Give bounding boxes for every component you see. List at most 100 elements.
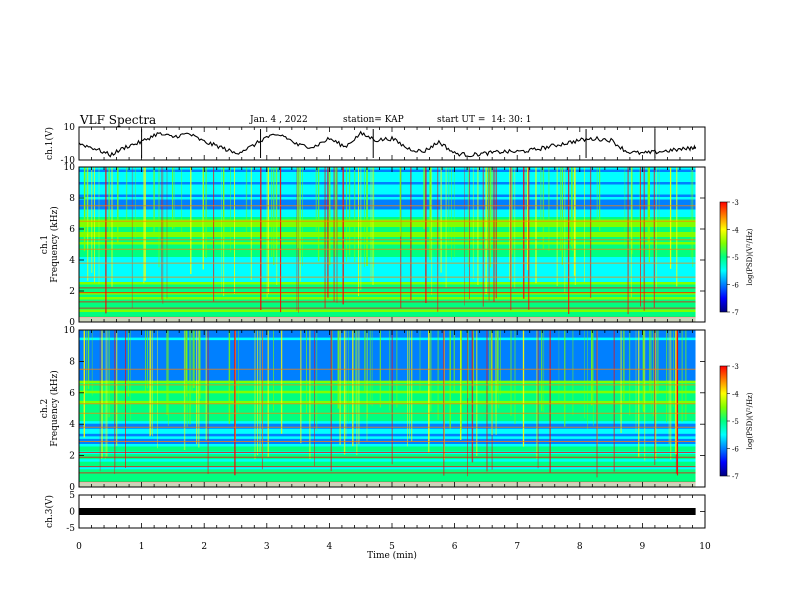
ch2-band [79,418,696,422]
ch2-band [79,421,696,425]
ch1-band [79,244,696,248]
ch1-band [79,247,696,250]
y-tick-label: 6 [69,389,75,399]
colorbar-tick-label: -4 [732,227,739,235]
y-tick-label: 0 [69,508,75,518]
colorbar-tick-label: -7 [732,309,739,317]
y-tick-label: 10 [64,326,76,336]
ch2-band [79,395,696,399]
colorbar-1 [719,201,728,313]
ch1-band [79,224,696,228]
ch2-band [79,330,696,333]
colorbar-2 [719,365,728,477]
x-axis-label: Time (min) [367,550,417,561]
ch2-band [79,340,696,344]
y-tick-label: 2 [69,287,75,297]
y-tick-label: 4 [69,420,75,430]
ch1-band [79,259,696,263]
ch1-band [79,207,696,210]
ch1-band [79,254,696,258]
y-tick-label: 4 [69,256,75,266]
ch2-spectrogram [79,330,706,488]
ch1-band [79,229,696,233]
ch1-band [79,187,696,190]
y-tick-label: 6 [69,225,75,235]
ch1-ylabel: ch.1(V) [44,127,55,160]
ch1-band [79,222,696,225]
ch2-band [79,479,696,483]
ch2-band [79,431,696,435]
x-tick-label: 10 [699,542,711,552]
ch1-band [79,174,696,178]
ch3-trace [79,508,696,515]
ch1-band [79,277,696,280]
ch1-band [79,294,696,298]
ch1-band [79,304,696,308]
ch2-band [79,352,696,356]
ch2-band [79,355,696,359]
ch1-band [79,287,696,290]
ch1-band [79,199,696,203]
ch1-band [79,172,696,175]
ch1-band [79,209,696,213]
ch2-band [79,466,696,470]
ch1-band [79,212,696,215]
ch1-band [79,184,696,188]
ch2-band [79,416,696,420]
ch2-band [79,446,696,450]
ch2-band [79,461,696,465]
ch1-band [79,274,696,278]
ch1-band [79,309,696,313]
ch2-band [79,332,696,336]
x-tick-label: 4 [327,542,333,552]
x-tick-label: 5 [389,542,395,552]
ch2-band [79,373,696,376]
colorbar-tick-label: -4 [732,391,739,399]
ch2-band [79,454,696,458]
ch2-blank [695,330,706,487]
colorbar-tick-label: -6 [732,446,739,454]
y-tick-label: 0 [69,483,75,493]
ch1-band [79,242,696,245]
ch1-band [79,192,696,195]
chart-title: VLF Spectra [80,113,157,127]
y-tick-label: 5 [69,491,75,501]
ch1-band [79,239,696,243]
ch1-band [79,289,696,293]
ch1-band [79,177,696,180]
ch1-band [79,302,696,305]
ch1-band [79,297,696,300]
x-tick-label: 0 [76,542,82,552]
x-tick-label: 9 [640,542,646,552]
colorbar-tick-label: -6 [732,282,739,290]
colorbar-label: log(PSD)(V²/Hz) [746,228,754,285]
ch2-band [79,345,696,349]
ch2-band [79,456,696,460]
ch1-band [79,257,696,260]
ch2-band [79,459,696,463]
y-tick-label: 0 [69,318,75,328]
x-tick-label: 1 [139,542,145,552]
y-tick-label: 2 [69,452,75,462]
date-label: Jan. 4 , 2022 [250,115,308,125]
x-tick-label: 2 [201,542,207,552]
ch2-band [79,398,696,402]
colorbars: -3 -4 -5 -6 -7 log(PSD)(V²/Hz) -3 -4 -5 -6 -7 log(P… [719,199,754,481]
ch1-dc-band [79,317,696,322]
colorbar-tick-label: -3 [732,199,739,207]
ch1-band [79,194,696,198]
x-tick-label: 8 [577,542,583,552]
ch1-band [79,179,696,183]
ch1-band [79,182,696,185]
y-tick-label: 10 [64,163,76,173]
ch1-band [79,197,696,200]
ch2-band [79,390,696,394]
ch2-band [79,342,696,346]
ch2-band [79,441,696,445]
x-tick-label: 6 [452,542,458,552]
ch2-band [79,438,696,442]
ch1-band [79,232,696,235]
ch2-band [79,413,696,417]
